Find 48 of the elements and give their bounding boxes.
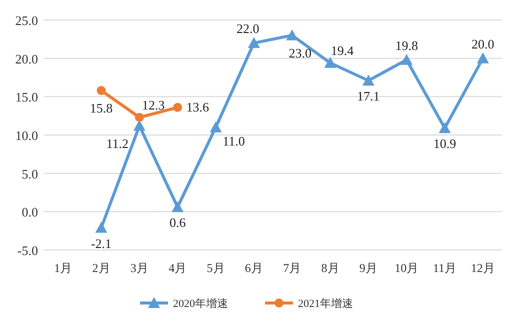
x-tick-label: 9月 xyxy=(359,261,378,275)
y-tick-label: 25.0 xyxy=(15,13,38,28)
data-label: 20.0 xyxy=(472,36,494,52)
point xyxy=(400,54,413,65)
y-tick-label: 5.0 xyxy=(22,166,38,182)
point xyxy=(362,74,374,86)
x-tick-label: 10月 xyxy=(394,261,419,275)
point xyxy=(286,29,298,40)
legend-label: 2020年增速 xyxy=(173,297,228,310)
x-tick-label: 5月 xyxy=(206,261,225,275)
x-tick-label: 1月 xyxy=(54,261,72,275)
point xyxy=(324,56,336,68)
point xyxy=(248,37,260,48)
y-tick-label: 15.0 xyxy=(15,90,38,105)
data-label: 11.0 xyxy=(222,133,245,148)
data-label: 13.6 xyxy=(186,99,210,114)
x-tick-label: 4月 xyxy=(168,261,187,275)
data-label: 10.9 xyxy=(433,136,456,152)
y-tick-label: -5.0 xyxy=(17,243,38,258)
point xyxy=(210,121,222,132)
data-label: 17.1 xyxy=(357,88,380,104)
y-tick-label: 0.0 xyxy=(22,204,38,220)
x-tick-label: 3月 xyxy=(130,261,148,275)
data-label: 19.8 xyxy=(395,38,418,53)
x-tick-label: 7月 xyxy=(283,261,302,275)
y-tick-label: 20.0 xyxy=(15,51,38,66)
point xyxy=(173,102,182,112)
point xyxy=(134,112,144,122)
point xyxy=(172,201,184,212)
point xyxy=(96,86,106,96)
data-label: 15.8 xyxy=(90,100,113,116)
data-label: 11.2 xyxy=(106,136,129,151)
x-tick-label: 2月 xyxy=(92,261,110,275)
x-tick-label: 8月 xyxy=(321,261,340,275)
legend-label: 2021年增速 xyxy=(298,297,353,310)
point xyxy=(95,222,108,233)
point xyxy=(438,122,451,134)
point xyxy=(476,52,489,64)
data-label: 23.0 xyxy=(288,45,312,60)
x-tick-label: 12月 xyxy=(470,261,495,275)
data-label: 0.6 xyxy=(169,215,186,230)
y-tick-label: 10.0 xyxy=(15,128,38,143)
data-label: 19.4 xyxy=(330,42,354,58)
x-tick-label: 6月 xyxy=(244,261,263,275)
x-tick-label: 11月 xyxy=(432,261,457,275)
data-label: -2.1 xyxy=(90,236,112,251)
data-label: 12.3 xyxy=(142,97,165,112)
data-label: 22.0 xyxy=(236,21,260,36)
